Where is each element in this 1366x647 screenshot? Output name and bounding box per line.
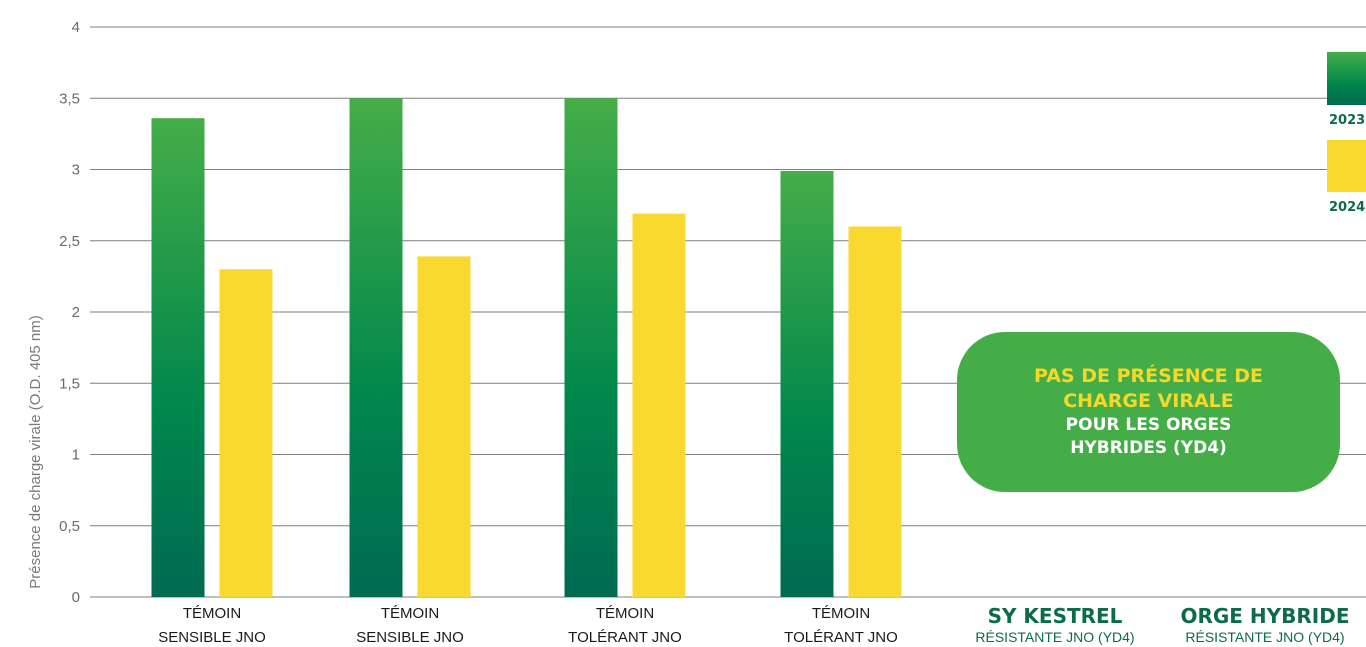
legend-swatch-2023 xyxy=(1327,52,1366,105)
category-label-line1: SY KESTREL xyxy=(988,604,1123,628)
bar-2023 xyxy=(151,118,205,597)
category-label-line1: TÉMOIN xyxy=(812,605,870,622)
legend-swatch-2024 xyxy=(1327,140,1366,192)
category-label-line2: RÉSISTANTE JNO (YD4) xyxy=(1185,629,1344,645)
bar-2024 xyxy=(848,226,902,597)
grid-lines xyxy=(90,26,1366,598)
y-tick-label: 0,5 xyxy=(59,518,80,535)
y-tick-label: 4 xyxy=(72,19,80,36)
callout-line-4: HYBRIDES (YD4) xyxy=(1070,438,1227,458)
category-label-line1: TÉMOIN xyxy=(381,605,439,622)
y-tick-label: 2 xyxy=(72,304,80,321)
legend-label-2023: 2023 xyxy=(1329,113,1365,128)
bar-2024 xyxy=(219,269,273,597)
callout-line-2: CHARGE VIRALE xyxy=(1063,390,1234,412)
legend-label-2024: 2024 xyxy=(1329,200,1365,215)
category-label-line2: SENSIBLE JNO xyxy=(356,629,464,646)
y-tick-label: 1 xyxy=(72,447,80,464)
bar-2023 xyxy=(564,98,618,597)
category-label-line1: ORGE HYBRIDE xyxy=(1180,604,1349,628)
category-labels: TÉMOIN SENSIBLE JNO TÉMOIN SENSIBLE JNO TÉMO… xyxy=(158,604,1349,646)
category-label-line1: TÉMOIN xyxy=(183,605,241,622)
category-label-line2: TOLÉRANT JNO xyxy=(784,629,898,646)
y-tick-label: 1,5 xyxy=(59,375,80,392)
category-label-line1: TÉMOIN xyxy=(596,605,654,622)
y-tick-labels: 0 0,5 1 1,5 2 2,5 3 3,5 4 xyxy=(59,19,80,606)
bar-2024 xyxy=(417,256,471,597)
legend: 2023 2024 xyxy=(1327,52,1366,215)
bars xyxy=(151,98,902,598)
y-tick-label: 3,5 xyxy=(59,90,80,107)
y-tick-label: 2,5 xyxy=(59,233,80,250)
callout-line-3: POUR LES ORGES xyxy=(1065,415,1232,435)
y-tick-label: 0 xyxy=(72,589,80,606)
category-label-line2: SENSIBLE JNO xyxy=(158,629,266,646)
category-label-line2: RÉSISTANTE JNO (YD4) xyxy=(975,629,1134,645)
bar-2024 xyxy=(632,213,686,598)
no-viral-load-callout: PAS DE PRÉSENCE DE CHARGE VIRALE POUR LE… xyxy=(957,332,1340,492)
y-axis-label: Présence de charge virale (O.D. 405 nm) xyxy=(27,315,44,588)
callout-line-1: PAS DE PRÉSENCE DE xyxy=(1034,365,1263,387)
bar-2023 xyxy=(780,170,834,598)
bar-2023 xyxy=(349,98,403,597)
y-tick-label: 3 xyxy=(72,162,80,179)
category-label-line2: TOLÉRANT JNO xyxy=(568,629,682,646)
